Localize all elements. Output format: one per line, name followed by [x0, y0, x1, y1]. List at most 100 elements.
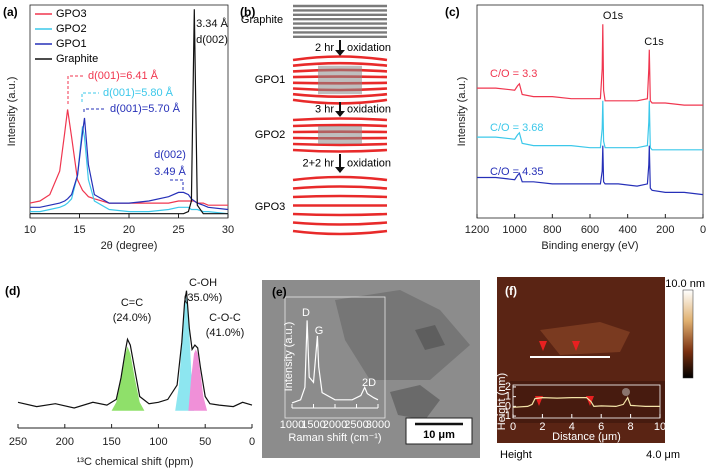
- annotation: D: [302, 307, 310, 319]
- y-axis-label: Intensity (a.u.): [456, 77, 468, 147]
- step-action: oxidation: [347, 42, 391, 54]
- indicator-arrow: [170, 179, 184, 190]
- colorbar: [682, 289, 694, 379]
- colorbar-label: 10.0 nm: [665, 278, 705, 290]
- step-time: 2 hr: [315, 42, 334, 54]
- annotation: C/O = 4.35: [490, 166, 544, 178]
- x-tick-label: 50: [199, 436, 211, 448]
- panel-label: (e): [272, 285, 287, 299]
- annotation: d(001)=5.70 Å: [110, 102, 181, 115]
- annotation: O1s: [603, 10, 624, 22]
- oxidized-layer: [292, 123, 388, 128]
- oxidized-layer: [292, 61, 388, 67]
- oxidized-layer: [292, 148, 388, 153]
- legend-label: GPO2: [56, 23, 87, 35]
- series-line: [30, 9, 228, 215]
- legend-label: GPO1: [56, 38, 87, 50]
- step-time: 2+2 hr: [303, 157, 335, 169]
- component-peak: [111, 346, 145, 411]
- x-tick-label: 10: [24, 224, 36, 236]
- panel-label: (f): [505, 284, 517, 298]
- x-tick-label: 200: [56, 436, 74, 448]
- scan-size: 4.0 μm: [646, 449, 680, 461]
- legend-label: GPO3: [56, 8, 87, 20]
- series-line: [512, 396, 660, 408]
- x-tick-label: 30: [222, 224, 234, 236]
- oxidized-layer: [292, 117, 388, 122]
- x-tick-label: 20: [123, 224, 135, 236]
- series-line: [30, 117, 229, 211]
- series-line: [477, 24, 703, 106]
- panel-label: (a): [3, 5, 18, 19]
- arrow-head: [335, 111, 345, 117]
- series-line: [477, 100, 703, 151]
- x-tick-label: 2500: [344, 419, 368, 431]
- annotation: C/O = 3.68: [490, 122, 544, 134]
- y-tick-label: -1: [501, 410, 511, 422]
- annotation: d(001)=5.80 Å: [103, 86, 174, 99]
- series-line: [17, 290, 253, 409]
- scale-bar-box: [405, 417, 473, 445]
- plot-frame: [476, 4, 704, 219]
- scale-bar-label: 10 μm: [423, 429, 455, 441]
- annotation: d(002): [154, 149, 186, 161]
- x-axis-label: Raman shift (cm⁻¹): [288, 432, 381, 444]
- annotation: C-O-C: [209, 312, 241, 324]
- scheme: Graphite GPO1 GPO2 GPO3 2 hr oxidation 3 hr oxi…: [241, 4, 391, 236]
- annotation: C1s: [644, 36, 664, 48]
- x-tick-label: 6: [598, 421, 604, 433]
- annotation: C/O = 3.3: [490, 68, 537, 80]
- x-tick-label: 25: [172, 224, 184, 236]
- panel-label: (d): [5, 284, 20, 298]
- panel-label: (b): [240, 5, 255, 19]
- x-tick-label: 800: [543, 224, 561, 236]
- annotation: d(002): [196, 34, 228, 46]
- stage-label: Graphite: [241, 14, 283, 26]
- annotation: (35.0%): [184, 292, 223, 304]
- y-axis-label: Intensity (a.u.): [6, 77, 18, 147]
- arrow-head: [335, 50, 345, 56]
- plot-frame: [512, 384, 661, 419]
- component-peak: [188, 349, 208, 411]
- annotation: 3.49 Å: [154, 165, 186, 178]
- indicator-arrow: [67, 75, 84, 104]
- x-tick-label: 0: [249, 436, 255, 448]
- flake: [390, 385, 440, 420]
- annotation: d(001)=6.41 Å: [88, 69, 159, 82]
- x-tick-label: 2000: [323, 419, 347, 431]
- oxidized-layer: [292, 142, 388, 147]
- x-tick-label: 10: [654, 421, 666, 433]
- oxidized-layer: [292, 55, 388, 62]
- channel-label: Height: [500, 449, 532, 461]
- step-action: oxidation: [347, 157, 391, 169]
- oxidized-layer: [292, 92, 388, 98]
- stage-label: GPO3: [255, 201, 286, 213]
- oxidized-layer: [292, 194, 388, 199]
- annotation: C-OH: [189, 277, 217, 289]
- y-axis-label: Intensity (a.u.): [283, 322, 295, 392]
- x-tick-label: 8: [628, 421, 634, 433]
- x-tick-label: 250: [9, 436, 27, 448]
- indicator-arrow: [81, 92, 99, 102]
- unoxidized-core: [318, 126, 362, 144]
- oxidized-layer: [292, 221, 388, 226]
- x-tick-label: 4: [569, 421, 575, 433]
- panel-label: (c): [445, 5, 460, 19]
- legend-label: Graphite: [56, 53, 98, 65]
- stage-label: GPO2: [255, 129, 286, 141]
- step-time: 3 hr: [315, 103, 334, 115]
- series-line: [291, 320, 379, 404]
- series-line: [477, 145, 704, 196]
- x-axis-label: 2θ (degree): [101, 240, 158, 252]
- x-tick-label: 1200: [465, 224, 489, 236]
- marker: [572, 341, 580, 351]
- y-tick-label: 1: [505, 391, 511, 403]
- annotation: G: [315, 325, 324, 337]
- profile-inset-bg: [510, 381, 665, 423]
- x-axis-label: Distance (μm): [552, 431, 621, 443]
- x-tick-label: 200: [656, 224, 674, 236]
- x-tick-label: 0: [510, 421, 516, 433]
- x-tick-label: 100: [149, 436, 167, 448]
- annotation: 3.34 Å: [196, 17, 228, 30]
- series-line: [30, 126, 229, 215]
